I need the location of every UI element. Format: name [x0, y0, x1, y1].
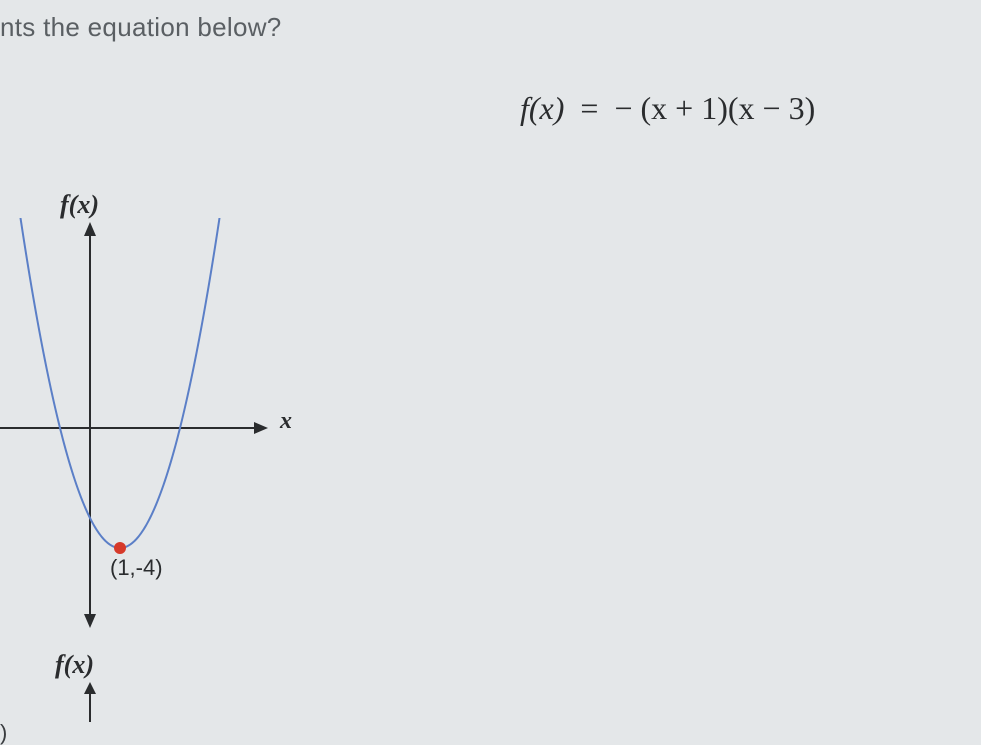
- cutoff-bottom-left-fragment: ): [0, 720, 7, 745]
- vertex-label: (1,-4): [110, 555, 163, 581]
- x-axis-label: x: [280, 408, 292, 435]
- graph-panel: f(x) x (1,-4) f(x): [0, 190, 310, 710]
- graph-svg: [0, 218, 310, 658]
- equation-eq: =: [572, 90, 614, 126]
- equation-display: f(x) = − (x + 1)(x − 3): [520, 90, 815, 127]
- equation-rhs: − (x + 1)(x − 3): [614, 90, 815, 126]
- y-axis-label-bottom: f(x): [55, 650, 94, 680]
- equation-lhs: f(x): [520, 90, 564, 126]
- question-text-fragment: nts the equation below?: [0, 12, 282, 43]
- second-graph-fragment: [50, 682, 170, 722]
- y-axis-label-top: f(x): [60, 190, 99, 220]
